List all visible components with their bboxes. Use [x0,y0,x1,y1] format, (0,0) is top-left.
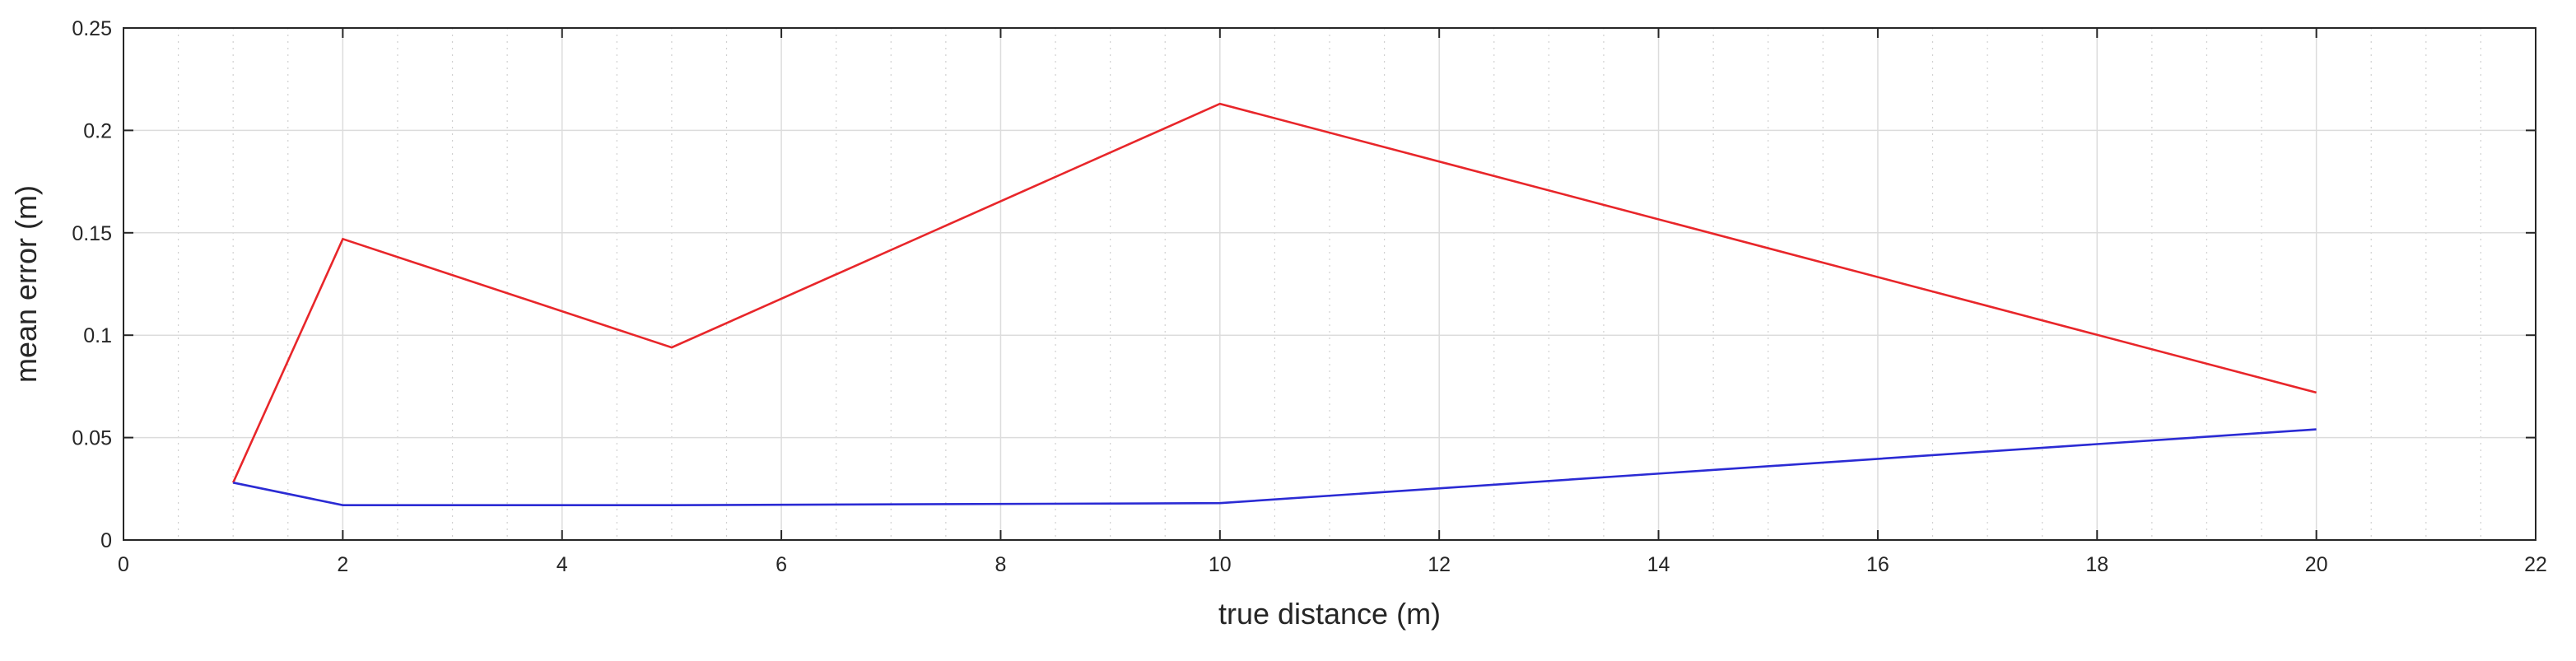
series-layer [232,102,2317,507]
x-tick-label: 18 [2085,553,2108,576]
x-tick-label: 20 [2305,553,2328,576]
y-tick-label: 0.25 [72,17,112,40]
tick-labels: 0 2 4 6 8 10 12 14 16 18 20 22 0 0.05 0.1 0.15 0.2 0.25 [72,17,2547,576]
grid [123,27,2536,541]
x-tick-label: 8 [995,553,1007,576]
x-tick-label: 10 [1209,553,1232,576]
x-tick-label: 4 [557,553,568,576]
y-tick-label: 0.05 [72,427,112,450]
x-tick-label: 16 [1866,553,1889,576]
series-line-1 [232,102,2317,483]
x-axis-label: true distance (m) [1218,597,1441,631]
x-tick-label: 2 [337,553,348,576]
x-tick-label: 14 [1647,553,1670,576]
x-tick-label: 22 [2524,553,2547,576]
x-tick-label: 6 [776,553,787,576]
y-tick-label: 0.15 [72,222,112,245]
y-axis-label: mean error (m) [9,185,43,383]
y-tick-label: 0.2 [83,119,112,142]
y-tick-label: 0 [100,529,112,552]
series-line-2 [232,428,2317,507]
y-tick-label: 0.1 [83,324,112,347]
x-tick-label: 12 [1428,553,1451,576]
plot-frame [123,27,2536,541]
x-tick-label: 0 [118,553,129,576]
